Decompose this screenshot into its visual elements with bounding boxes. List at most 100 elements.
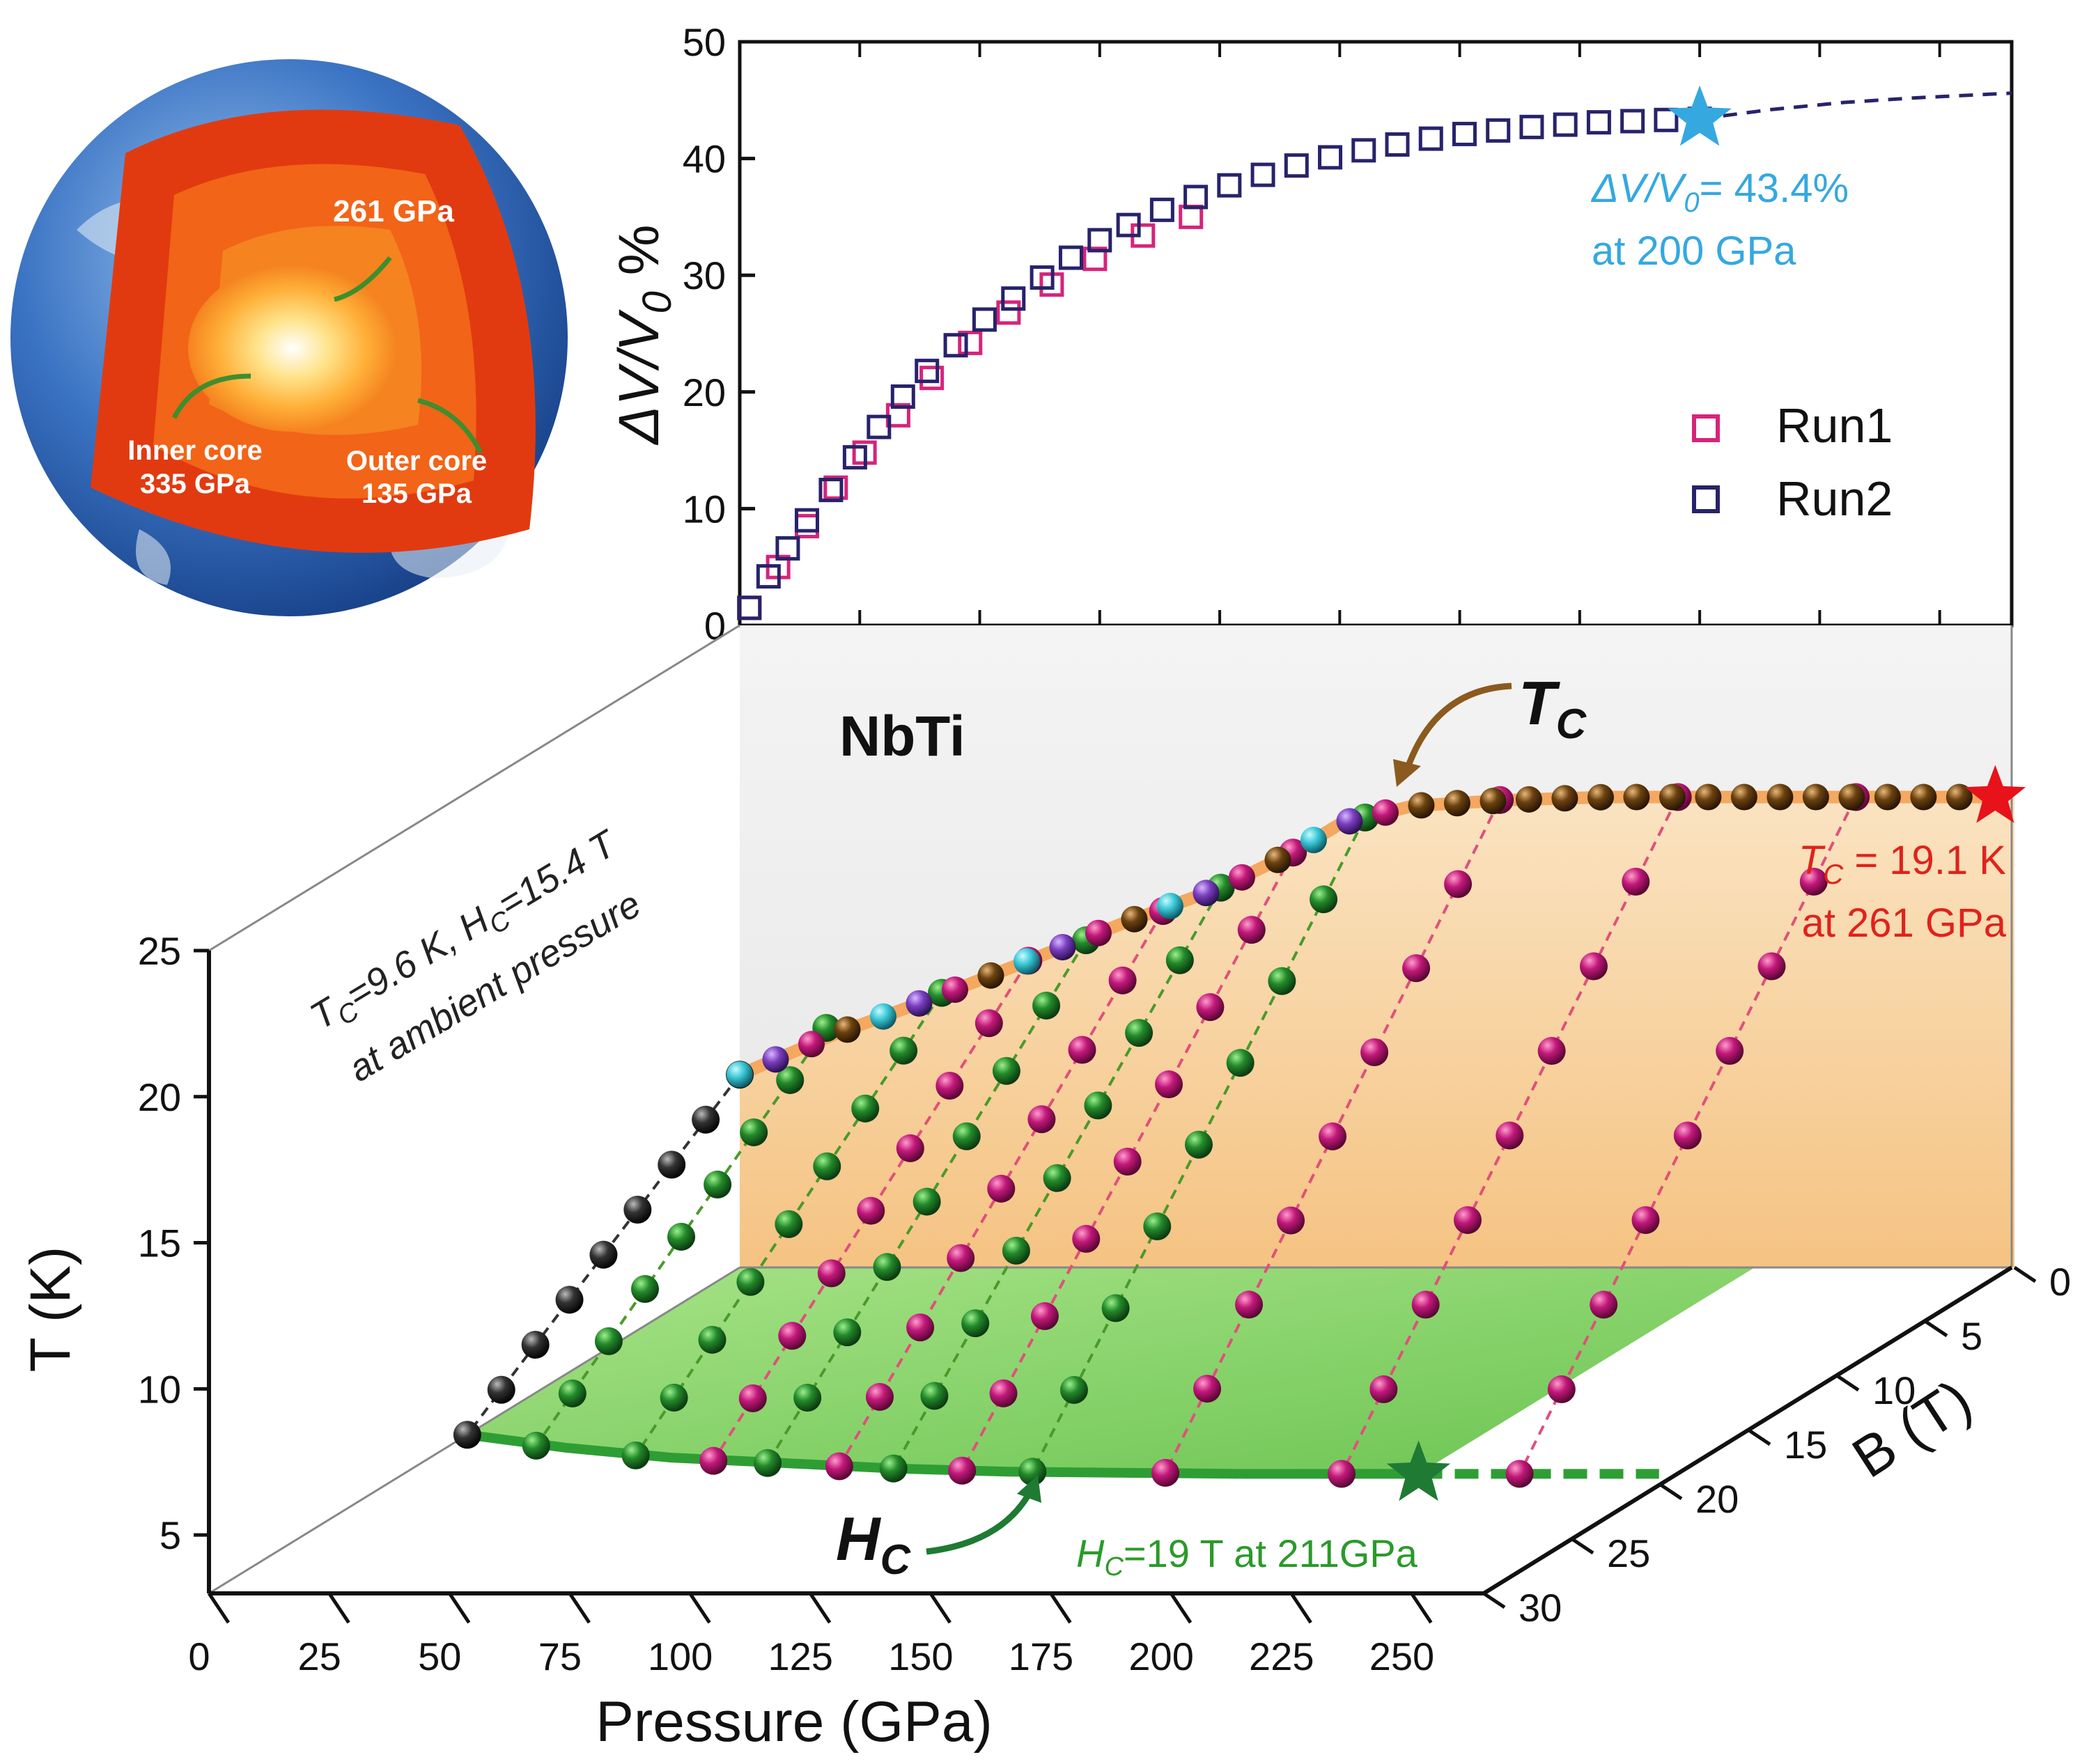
run2-point (1519, 114, 1544, 139)
isobar-sphere (1319, 1122, 1347, 1150)
top-plot-frame (738, 40, 2014, 627)
isobar-sphere (658, 1150, 686, 1179)
tc-sphere (1336, 808, 1363, 835)
tc-sphere (1695, 783, 1722, 811)
isobar-sphere (736, 1267, 765, 1296)
isobar-sphere (555, 1286, 584, 1314)
run1-point (737, 595, 762, 620)
tc-sphere (906, 990, 933, 1017)
run2-point (1116, 212, 1141, 237)
isobar-sphere (896, 1134, 924, 1162)
b-tick-label: 20 (1695, 1477, 1739, 1521)
isobar-sphere (851, 1094, 880, 1123)
tc-sphere (1049, 934, 1076, 961)
isobar-sphere (1369, 1375, 1398, 1403)
hc-note: HC=19 T at 211GPa (1076, 1531, 1418, 1582)
p-tick-label: 25 (297, 1634, 341, 1678)
tc-sphere (1156, 893, 1183, 920)
series-run1 (737, 204, 1204, 620)
tc-sphere (834, 1016, 861, 1043)
isobar-sphere (1622, 868, 1650, 896)
b-axis (1482, 1265, 2013, 1595)
run2-point (890, 384, 915, 409)
isobar-sphere (630, 1274, 659, 1303)
run2-point (1452, 121, 1477, 146)
isobar-sphere (1547, 1375, 1576, 1403)
isobar-sphere (793, 1383, 822, 1412)
isobar-sphere (952, 1122, 981, 1150)
tc-sphere (869, 1003, 896, 1030)
isobar-sphere (1165, 946, 1194, 974)
legend-run2-label: Run2 (1776, 471, 1893, 526)
p-tick-label: 225 (1249, 1634, 1314, 1678)
tc-sphere (1910, 783, 1937, 811)
isobar-sphere (1151, 1458, 1180, 1487)
run2-point (818, 478, 844, 503)
p-tick (1289, 1592, 1312, 1624)
hc-plane (467, 1267, 1755, 1474)
isobar-sphere (623, 1196, 652, 1224)
arrow-inner (171, 373, 251, 419)
p-tick-label: 50 (418, 1634, 461, 1678)
run2-point (1620, 109, 1645, 134)
run1-point (794, 514, 819, 539)
isobar-sphere (1155, 1070, 1183, 1099)
legend-run1-marker (1692, 414, 1720, 442)
isobar-sphere (1084, 1091, 1112, 1120)
isobar-sphere (974, 1009, 1003, 1038)
p-tick (688, 1592, 711, 1624)
isobar-sphere (947, 1244, 975, 1272)
tc-sphere (762, 1046, 789, 1073)
isobar-sphere (1716, 1036, 1744, 1065)
isobar-sphere (1757, 952, 1786, 981)
isobar-sphere (1444, 870, 1473, 898)
p-tick (1410, 1592, 1433, 1624)
tc-sphere (1551, 785, 1578, 812)
b-tick-label: 25 (1607, 1531, 1650, 1575)
run2-point (1284, 153, 1309, 178)
run1-point (823, 475, 848, 500)
hc-arrowhead (1017, 1475, 1041, 1503)
run2-point (972, 307, 997, 332)
top-y-tick-label: 50 (683, 20, 726, 64)
tc-sphere (977, 962, 1004, 989)
tc-sphere (1515, 786, 1542, 813)
isobar-sphere (906, 1313, 935, 1342)
isobar-sphere (453, 1421, 481, 1449)
isobar-sphere (621, 1441, 650, 1469)
tc-sphere (798, 1031, 825, 1058)
tc-sphere (1946, 783, 1973, 811)
isobar-line (1518, 796, 1857, 1475)
legend-run2-marker (1692, 485, 1720, 513)
isobar-sphere (738, 1384, 767, 1412)
tc-arrowhead (1393, 759, 1421, 787)
label-outer-pressure: 135 GPa (362, 478, 472, 509)
tc-sphere (1730, 783, 1757, 811)
b-axis-ticks: 0 5 10 15 20 25 30 (1482, 1260, 2071, 1630)
tc-sphere (1659, 783, 1686, 811)
dv-annotation: ΔV/V0= 43.4% (1590, 166, 1849, 218)
p-tick-label: 250 (1369, 1634, 1434, 1678)
isobar-sphere (778, 1322, 807, 1350)
b-tick-label: 5 (1961, 1314, 1982, 1358)
tc-arrow (1404, 682, 1512, 771)
run2-point (1654, 107, 1679, 132)
b-tick-label: 30 (1519, 1586, 1562, 1630)
p-tick (1049, 1592, 1072, 1624)
isobar-sphere (989, 1379, 1018, 1407)
isobar-sphere (1277, 1206, 1305, 1235)
t-axis-ticks: 5 10 15 20 25 (138, 929, 209, 1557)
earth-illustration: 261 GPa Inner core 335 GPa Outer core 13… (10, 59, 568, 616)
isobar-sphere (1579, 952, 1608, 981)
isobar-sphere (704, 1170, 732, 1199)
isobar-sphere (1027, 1105, 1056, 1134)
b-tick (1748, 1428, 1771, 1446)
b-tick (1659, 1483, 1683, 1501)
isobar-sphere (1043, 1164, 1071, 1192)
t-tick-label: 15 (138, 1221, 181, 1265)
box-edge-top-left (208, 624, 740, 952)
run2-point (1385, 132, 1410, 157)
p-tick (448, 1592, 471, 1624)
earth-inner-core (188, 265, 397, 432)
